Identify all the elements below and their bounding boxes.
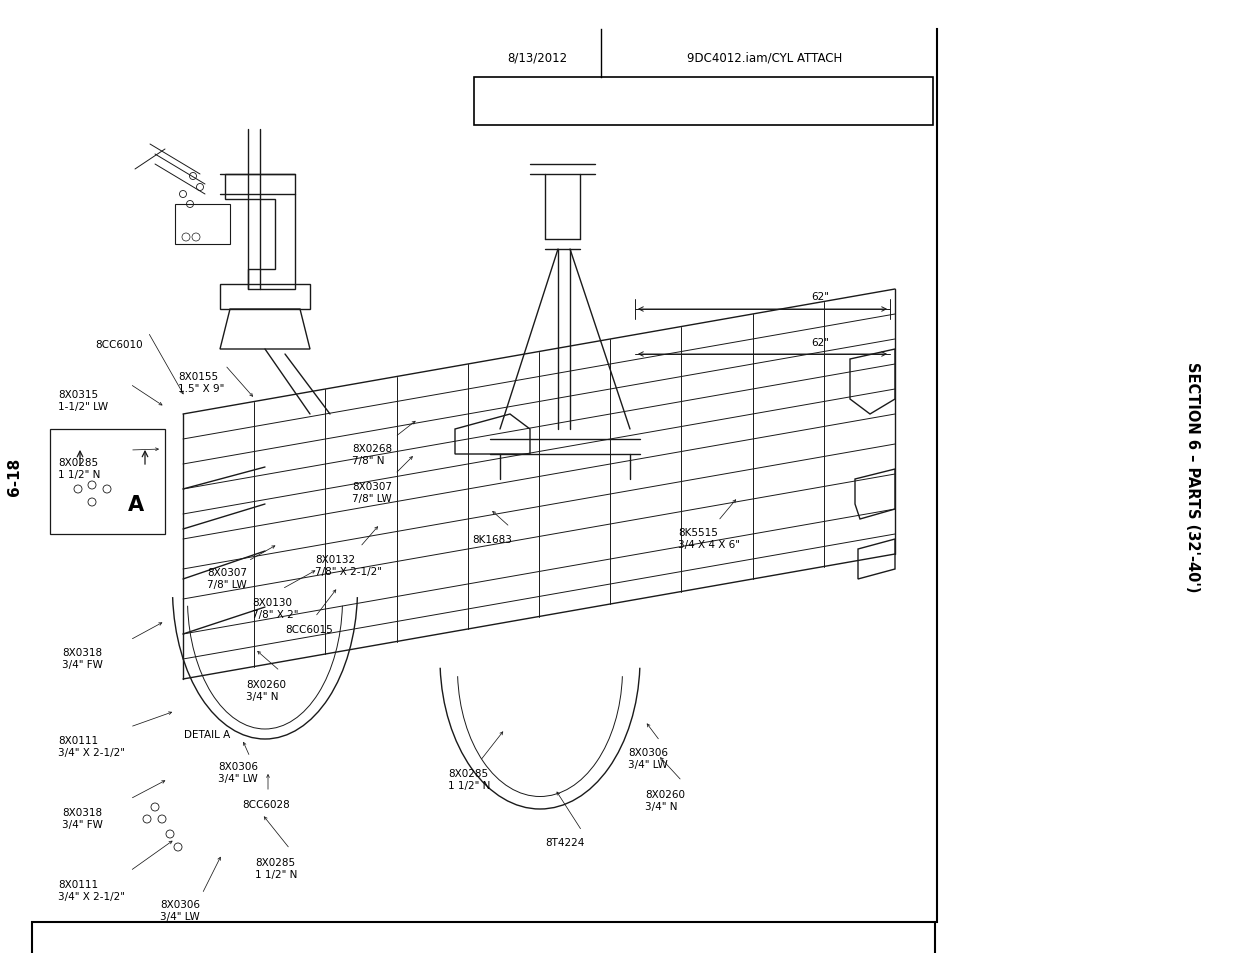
Text: 8X0318
3/4" FW: 8X0318 3/4" FW (62, 807, 103, 829)
Bar (32, 923, 935, 953)
Bar (49, 430, 165, 535)
Text: 8X0307
7/8" LW: 8X0307 7/8" LW (207, 567, 247, 589)
Text: 8X0260
3/4" N: 8X0260 3/4" N (246, 679, 287, 700)
Text: 8X0306
3/4" LW: 8X0306 3/4" LW (629, 747, 668, 769)
Text: 8X0155
1.5" X 9": 8X0155 1.5" X 9" (178, 372, 225, 394)
Text: 6-18: 6-18 (6, 457, 21, 496)
Text: 8CC6028: 8CC6028 (242, 800, 290, 809)
Text: 8T4224: 8T4224 (545, 837, 584, 847)
Text: 8X0130
7/8" X 2": 8X0130 7/8" X 2" (252, 598, 299, 618)
Text: 62": 62" (811, 337, 829, 348)
Text: 8K1683: 8K1683 (472, 535, 511, 544)
Text: 8X0260
3/4" N: 8X0260 3/4" N (645, 789, 685, 811)
Text: DETAIL A: DETAIL A (184, 729, 230, 740)
Text: 9DC4012.iam/CYL ATTACH: 9DC4012.iam/CYL ATTACH (688, 51, 842, 65)
Text: 8CC6015: 8CC6015 (285, 624, 332, 635)
Text: 8X0111
3/4" X 2-1/2": 8X0111 3/4" X 2-1/2" (58, 735, 125, 757)
Text: 8X0307
7/8" LW: 8X0307 7/8" LW (352, 481, 391, 503)
Text: 8X0111
3/4" X 2-1/2": 8X0111 3/4" X 2-1/2" (58, 879, 125, 901)
Text: 8X0318
3/4" FW: 8X0318 3/4" FW (62, 647, 103, 669)
Bar (474, 78, 932, 126)
Text: 8X0268
7/8" N: 8X0268 7/8" N (352, 443, 393, 465)
Text: 8CC6010: 8CC6010 (95, 339, 142, 350)
Text: 8X0285
1 1/2" N: 8X0285 1 1/2" N (448, 768, 490, 790)
Text: 8K5515
3/4 X 4 X 6": 8K5515 3/4 X 4 X 6" (678, 527, 740, 549)
Text: 8X0132
7/8" X 2-1/2": 8X0132 7/8" X 2-1/2" (315, 555, 382, 576)
Text: 8X0306
3/4" LW: 8X0306 3/4" LW (219, 761, 258, 782)
Text: 8X0285
1 1/2" N: 8X0285 1 1/2" N (254, 857, 298, 879)
Bar (175, 205, 230, 245)
Text: SECTION 6 – PARTS (32'-40'): SECTION 6 – PARTS (32'-40') (1184, 361, 1199, 592)
Text: 8X0306
3/4" LW: 8X0306 3/4" LW (161, 899, 200, 921)
Text: 62": 62" (811, 292, 829, 302)
Text: 8X0285
1 1/2" N: 8X0285 1 1/2" N (58, 457, 100, 479)
Text: 8X0315
1-1/2" LW: 8X0315 1-1/2" LW (58, 390, 109, 411)
Text: 8/13/2012: 8/13/2012 (506, 51, 567, 65)
Text: A: A (128, 495, 144, 515)
